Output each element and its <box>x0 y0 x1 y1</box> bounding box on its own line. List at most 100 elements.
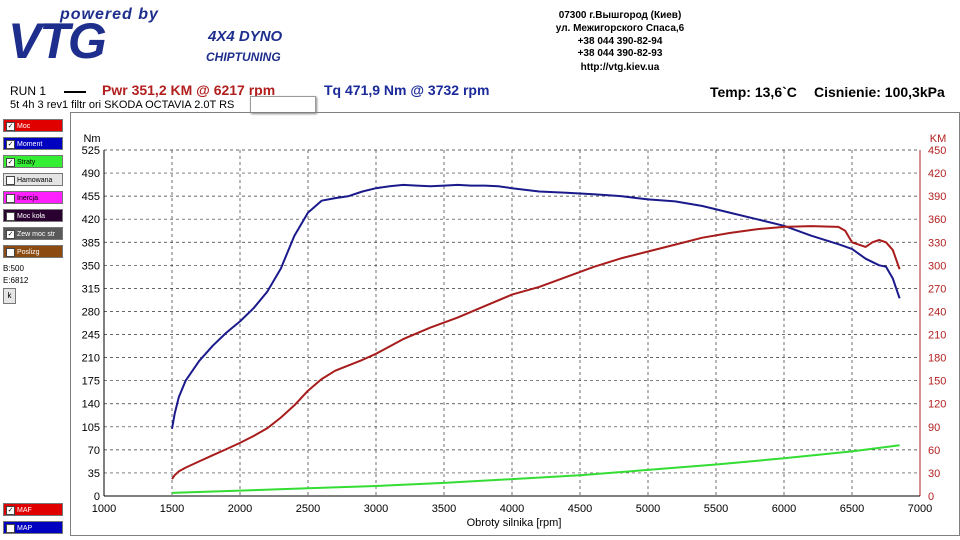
x-axis-label: Obroty silnika [rpm] <box>467 517 562 529</box>
y-left-tick-label: 490 <box>82 168 100 180</box>
y-left-tick-label: 315 <box>82 283 100 295</box>
address-line: 07300 г.Вышгород (Киев) <box>558 10 682 21</box>
address-line: ул. Межигорского Спаса,6 <box>555 23 685 34</box>
y-left-tick-label: 350 <box>82 260 100 272</box>
checkbox-poslizg[interactable] <box>6 248 15 257</box>
y-right-tick-label: 120 <box>928 399 946 411</box>
y-left-tick-label: 210 <box>82 353 100 365</box>
checkbox-inercja[interactable] <box>6 194 15 203</box>
x-tick-label: 3000 <box>364 503 388 515</box>
checkbox-hamowana[interactable] <box>6 176 15 185</box>
x-tick-label: 6500 <box>840 503 864 515</box>
y-left-tick-label: 0 <box>94 491 100 503</box>
checkbox-map[interactable] <box>6 524 15 533</box>
torque-curve <box>171 183 901 429</box>
toggle-zew-moc[interactable]: ✓ Zew moc str <box>3 227 63 240</box>
y-right-unit: KM <box>930 133 947 145</box>
temperature-readout: Temp: 13,6`C <box>710 84 797 100</box>
y-left-tick-label: 525 <box>82 145 100 157</box>
x-tick-label: 1000 <box>92 503 116 515</box>
toggle-moc-label: Moc <box>17 123 31 130</box>
x-tick-label: 1500 <box>160 503 184 515</box>
power-curve <box>171 225 901 480</box>
y-left-tick-label: 70 <box>88 445 100 457</box>
checkbox-moc-kola[interactable] <box>6 212 15 221</box>
logo-powered-text: powered by <box>60 6 159 23</box>
y-left-unit: Nm <box>83 133 100 145</box>
checkbox-straty[interactable]: ✓ <box>6 158 15 167</box>
toggle-moc-kola-label: Moc koła <box>17 213 46 220</box>
x-tick-label: 5000 <box>636 503 660 515</box>
checkbox-maf[interactable]: ✓ <box>6 506 15 515</box>
toggle-maf-label: MAF <box>17 507 32 514</box>
losses-curve <box>171 444 900 494</box>
toggle-poslizg[interactable]: Poslizg <box>3 245 63 258</box>
checkbox-zew-moc[interactable]: ✓ <box>6 230 15 239</box>
y-left-tick-label: 140 <box>82 399 100 411</box>
toggle-moment[interactable]: ✓ Moment <box>3 137 63 150</box>
y-left-tick-label: 385 <box>82 237 100 249</box>
pressure-readout: Cisnienie: 100,3kPa <box>814 84 945 100</box>
toggle-straty[interactable]: ✓ Straty <box>3 155 63 168</box>
y-right-tick-label: 0 <box>928 491 934 503</box>
logo-brand: VTG <box>8 13 107 69</box>
y-right-tick-label: 390 <box>928 191 946 203</box>
x-tick-label: 2000 <box>228 503 252 515</box>
torque-readout: Tq 471,9 Nm @ 3732 rpm <box>324 82 490 98</box>
run-label: RUN 1 <box>10 84 47 98</box>
y-left-tick-label: 175 <box>82 376 100 388</box>
x-tick-label: 7000 <box>908 503 932 515</box>
y-right-tick-label: 360 <box>928 214 946 226</box>
k-button[interactable]: k <box>3 288 16 304</box>
x-tick-label: 6000 <box>772 503 796 515</box>
e-value: E:6812 <box>3 276 29 285</box>
y-left-tick-label: 245 <box>82 330 100 342</box>
power-readout: Pwr 351,2 KM @ 6217 rpm <box>102 82 276 98</box>
toggle-hamowana[interactable]: Hamowana <box>3 173 63 186</box>
toggle-maf[interactable]: ✓ MAF <box>3 503 63 516</box>
toggle-map-label: MAP <box>17 525 33 532</box>
y-right-tick-label: 150 <box>928 376 946 388</box>
y-right-tick-label: 420 <box>928 168 946 180</box>
y-right-tick-label: 300 <box>928 260 946 272</box>
toggle-inercja-label: Inercja <box>17 195 39 202</box>
logo-dyno-text: 4X4 DYNO <box>208 28 283 45</box>
y-left-tick-label: 105 <box>82 422 100 434</box>
x-tick-label: 5500 <box>704 503 728 515</box>
logo-chiptuning-text: CHIPTUNING <box>206 50 281 64</box>
toggle-poslizg-label: Poslizg <box>17 249 40 256</box>
toggle-moc[interactable]: ✓ Moc <box>3 119 63 132</box>
y-right-tick-label: 330 <box>928 237 946 249</box>
toggle-inercja[interactable]: Inercja <box>3 191 63 204</box>
y-right-tick-label: 270 <box>928 283 946 295</box>
y-left-tick-label: 280 <box>82 306 100 318</box>
y-left-tick-label: 35 <box>88 468 100 480</box>
run-description: 5t 4h 3 rev1 filtr ori SKODA OCTAVIA 2.0… <box>10 99 235 111</box>
address-url: http://vtg.kiev.ua <box>580 62 660 73</box>
y-right-tick-label: 30 <box>928 468 940 480</box>
toggle-hamowana-label: Hamowana <box>17 177 53 184</box>
x-tick-label: 4000 <box>500 503 524 515</box>
x-tick-label: 4500 <box>568 503 592 515</box>
y-right-tick-label: 450 <box>928 145 946 157</box>
toggle-straty-label: Straty <box>17 159 36 166</box>
y-right-tick-label: 240 <box>928 306 946 318</box>
x-tick-label: 3500 <box>432 503 456 515</box>
y-left-tick-label: 420 <box>82 214 100 226</box>
address-phone: +38 044 390-82-93 <box>577 48 663 59</box>
checkbox-moc[interactable]: ✓ <box>6 122 15 131</box>
y-left-tick-label: 455 <box>82 191 100 203</box>
y-right-tick-label: 180 <box>928 353 946 365</box>
y-right-tick-label: 90 <box>928 422 940 434</box>
toggle-moc-kola[interactable]: Moc koła <box>3 209 63 222</box>
run-line-sample <box>64 91 86 93</box>
address-phone: +38 044 390-82-94 <box>577 36 663 47</box>
toggle-map[interactable]: MAP <box>3 521 63 534</box>
toggle-moment-label: Moment <box>17 141 43 148</box>
toggle-zew-moc-label: Zew moc str <box>17 231 56 238</box>
checkbox-moment[interactable]: ✓ <box>6 140 15 149</box>
x-tick-label: 2500 <box>296 503 320 515</box>
b-value: B:500 <box>3 264 24 273</box>
y-right-tick-label: 60 <box>928 445 940 457</box>
